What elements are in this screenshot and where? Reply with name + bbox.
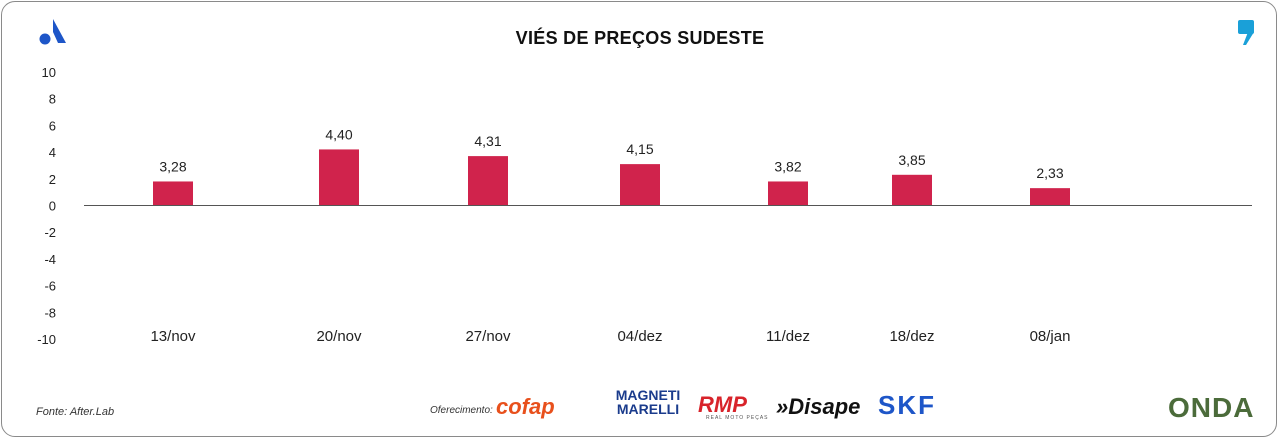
category-label: 27/nov [465, 328, 511, 345]
comma-brand-logo-icon [1238, 20, 1254, 45]
y-tick-label: -2 [44, 225, 56, 240]
data-label: 2,33 [1036, 165, 1063, 181]
bar [319, 149, 359, 206]
bar [468, 156, 508, 206]
category-label: 13/nov [150, 328, 196, 345]
category-label: 08/jan [1030, 328, 1071, 345]
disape-logo: »Disape [776, 394, 861, 419]
y-tick-label: 0 [49, 199, 56, 214]
bar [620, 164, 660, 206]
skf-logo: SKF [878, 390, 936, 420]
y-tick-label: 8 [49, 92, 56, 107]
onda-logo: ONDA [1168, 392, 1255, 423]
y-tick-label: -4 [44, 252, 56, 267]
category-label: 11/dez [766, 328, 810, 345]
data-label: 4,15 [626, 141, 653, 157]
bar [768, 181, 808, 206]
chart-title: VIÉS DE PREÇOS SUDESTE [515, 28, 765, 48]
y-tick-label: -6 [44, 279, 56, 294]
y-tick-label: 6 [49, 118, 56, 133]
y-tick-label: 4 [49, 145, 56, 160]
y-tick-label: 2 [49, 172, 56, 187]
category-label: 20/nov [316, 328, 362, 345]
data-label: 4,40 [325, 126, 352, 142]
cofap-logo: cofap [496, 394, 555, 419]
data-label: 4,31 [474, 133, 501, 149]
bar [1030, 188, 1070, 206]
category-label: 18/dez [889, 328, 934, 345]
y-tick-label: -10 [37, 332, 56, 347]
bar [153, 181, 193, 206]
source-note: Fonte: After.Lab [36, 406, 115, 418]
magneti-marelli-logo: MAGNETI MARELLI [615, 387, 681, 417]
y-tick-label: -8 [44, 305, 56, 320]
data-label: 3,85 [898, 152, 925, 168]
data-label: 3,28 [159, 158, 186, 174]
bar [892, 174, 932, 206]
rmp-logo-subtitle: REAL MOTO PEÇAS [706, 415, 769, 421]
sponsor-label: Oferecimento: [430, 405, 493, 416]
bar-chart: 10 8 6 4 2 0 -2 -4 -6 -8 -10 3,28 4,40 4,31 4,15 3,82 3… [37, 65, 1252, 347]
category-label: 04/dez [617, 328, 662, 345]
y-tick-label: 10 [42, 65, 56, 80]
rmp-logo: RMP [698, 392, 747, 417]
a-brand-logo-icon [39, 19, 66, 45]
data-label: 3,82 [774, 158, 801, 174]
